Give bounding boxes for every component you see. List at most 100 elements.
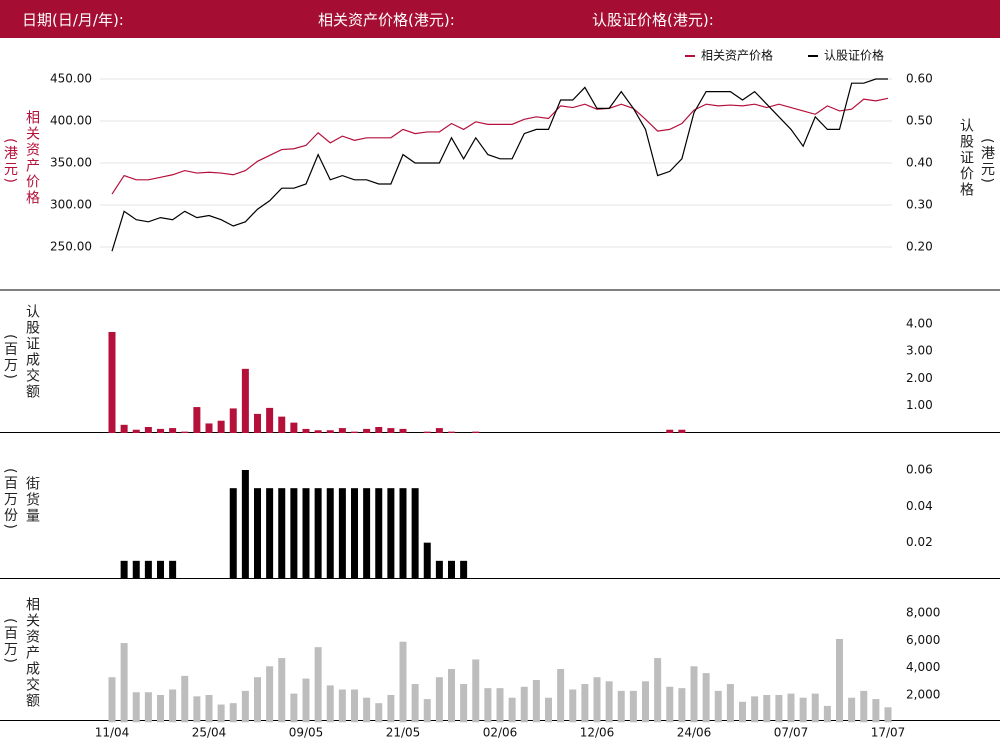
bar <box>423 431 431 433</box>
y2-tick-label: 0.20 <box>906 240 933 254</box>
x-tick-label: 25/04 <box>192 726 227 740</box>
bar <box>302 488 310 579</box>
bar <box>872 699 880 723</box>
bar <box>363 428 371 433</box>
y-tick-label: 4,000 <box>906 660 940 674</box>
bar <box>278 658 286 723</box>
bar <box>884 707 892 723</box>
y-axis-unit: (港元) <box>2 138 18 185</box>
bar <box>338 428 346 433</box>
y2-tick-label: 0.30 <box>906 198 933 212</box>
series-line <box>111 78 888 252</box>
bar <box>617 690 625 723</box>
bar <box>484 688 492 723</box>
bar <box>181 431 189 433</box>
bar <box>120 643 128 723</box>
bar <box>290 693 298 723</box>
bar <box>811 693 819 723</box>
y-tick-label: 4.00 <box>906 316 933 330</box>
bar <box>302 428 310 433</box>
bar <box>326 430 334 433</box>
bar <box>763 694 771 723</box>
bar <box>702 673 710 723</box>
legend-label: 认股证价格 <box>824 48 884 63</box>
bar <box>411 488 419 579</box>
bar <box>496 688 504 723</box>
y-axis-unit: (百万份) <box>2 468 18 531</box>
bar <box>144 692 152 723</box>
bar <box>326 685 334 723</box>
bar <box>314 488 322 579</box>
bar <box>278 416 286 433</box>
bar <box>435 677 443 723</box>
bar <box>157 560 164 579</box>
bar <box>120 424 128 433</box>
bar <box>387 488 395 579</box>
y-axis-unit: (百万) <box>2 618 18 665</box>
bar <box>241 690 249 723</box>
bar <box>678 429 686 433</box>
bar <box>581 684 589 723</box>
bar <box>823 705 831 723</box>
bar <box>132 560 140 579</box>
bar <box>726 684 734 723</box>
y-axis-unit: (百万) <box>2 334 18 381</box>
bar <box>254 677 261 723</box>
x-tick-label: 09/05 <box>289 726 324 740</box>
bar <box>120 560 128 579</box>
bar <box>351 488 358 579</box>
header-label: 日期(日/月/年): <box>22 11 124 29</box>
bar <box>678 688 686 723</box>
bar <box>751 696 759 723</box>
y-tick-label: 3.00 <box>906 344 933 358</box>
bar <box>666 686 674 723</box>
y-tick-label: 250.00 <box>50 240 92 254</box>
x-tick-label: 17/07 <box>871 726 906 740</box>
y2-axis-label: 认股证价格 <box>958 118 974 198</box>
y-axis-label: 相关资产价格 <box>24 110 40 206</box>
bar <box>314 647 322 723</box>
bar <box>108 677 116 723</box>
bar <box>375 703 383 723</box>
x-tick-label: 02/06 <box>483 726 518 740</box>
y-tick-label: 450.00 <box>50 72 92 86</box>
y-tick-label: 1.00 <box>906 398 933 412</box>
y-tick-label: 8,000 <box>906 606 940 620</box>
y-tick-label: 0.06 <box>906 463 933 477</box>
header-label: 认股证价格(港元): <box>592 11 714 29</box>
y-tick-label: 350.00 <box>50 156 92 170</box>
bar <box>351 431 358 433</box>
bar <box>460 684 468 723</box>
bar <box>605 681 613 723</box>
series-line <box>111 97 889 195</box>
bar <box>157 694 164 723</box>
bar <box>266 407 274 433</box>
bar <box>399 641 407 723</box>
bar <box>229 703 237 723</box>
bar <box>363 697 371 723</box>
bar <box>290 422 298 433</box>
bar <box>423 699 431 723</box>
bar <box>435 428 443 433</box>
bar <box>545 697 552 723</box>
bar <box>787 693 795 723</box>
y2-tick-label: 0.50 <box>906 114 933 128</box>
bar <box>229 488 237 579</box>
bar <box>739 701 746 723</box>
y-tick-label: 2.00 <box>906 371 933 385</box>
bar <box>169 428 177 433</box>
bar <box>193 696 201 723</box>
bar <box>254 413 261 433</box>
bar <box>157 428 164 433</box>
y-axis-label: 相关资产成交额 <box>24 597 40 709</box>
bar <box>411 684 419 723</box>
bar <box>714 690 722 723</box>
bar <box>435 560 443 579</box>
bar <box>472 431 480 433</box>
x-tick-label: 21/05 <box>386 726 421 740</box>
bar <box>254 488 261 579</box>
bar <box>229 408 237 433</box>
bar <box>241 470 249 579</box>
bar <box>387 428 395 433</box>
